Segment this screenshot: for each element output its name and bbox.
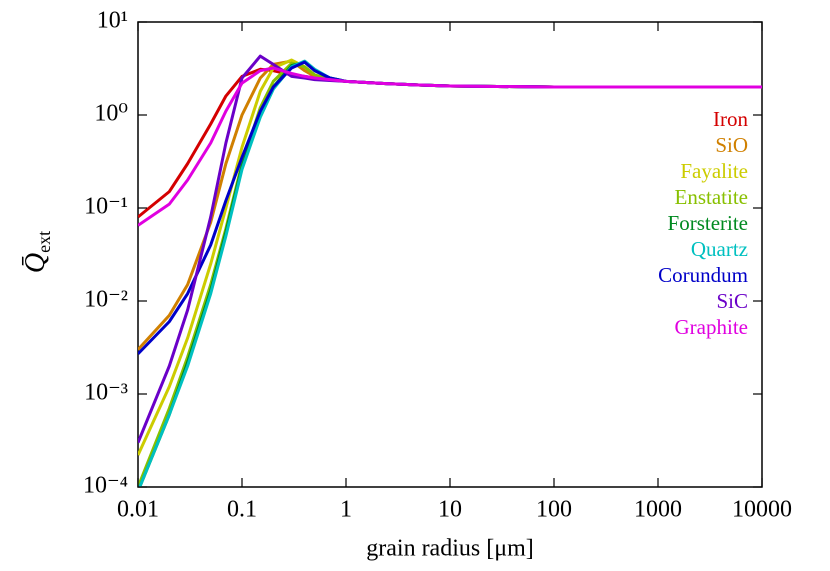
x-tick-label: 1 [340,497,352,523]
legend-label: Corundum [658,263,748,287]
y-axis-label-sub: ext [34,231,54,253]
x-tick-label: 0.1 [227,497,257,523]
x-tick-label: 0.01 [117,497,159,523]
plot-lines [138,54,762,487]
y-axis-label: Q̄ext [20,231,54,273]
legend-label: SiO [715,133,748,157]
y-axis-label-main: Q̄ [20,253,51,273]
y-tick-label: 10¹ [97,8,128,34]
legend-label: Graphite [675,315,748,339]
y-tick-label: 10⁻¹ [84,194,128,220]
x-tick-label: 10 [438,497,462,523]
series-line [138,66,762,227]
legend-label: Quartz [691,237,748,261]
legend-label: SiC [716,289,748,313]
x-tick-label: 10000 [732,497,792,523]
y-tick-label: 10⁰ [94,101,128,127]
legend-label: Iron [713,107,748,131]
plot-frame [137,21,763,488]
legend-label: Enstatite [675,185,748,209]
legend-label: Forsterite [668,211,748,235]
y-tick-label: 10⁻² [84,287,128,313]
series-line [138,54,762,444]
x-axis-label: grain radius [μm] [366,536,533,562]
x-tick-label: 1000 [634,497,682,523]
legend-label: Fayalite [680,159,748,183]
y-tick-label: 10⁻³ [84,380,128,406]
x-tick-label: 100 [536,497,572,523]
y-tick-label: 10⁻⁴ [83,473,128,499]
